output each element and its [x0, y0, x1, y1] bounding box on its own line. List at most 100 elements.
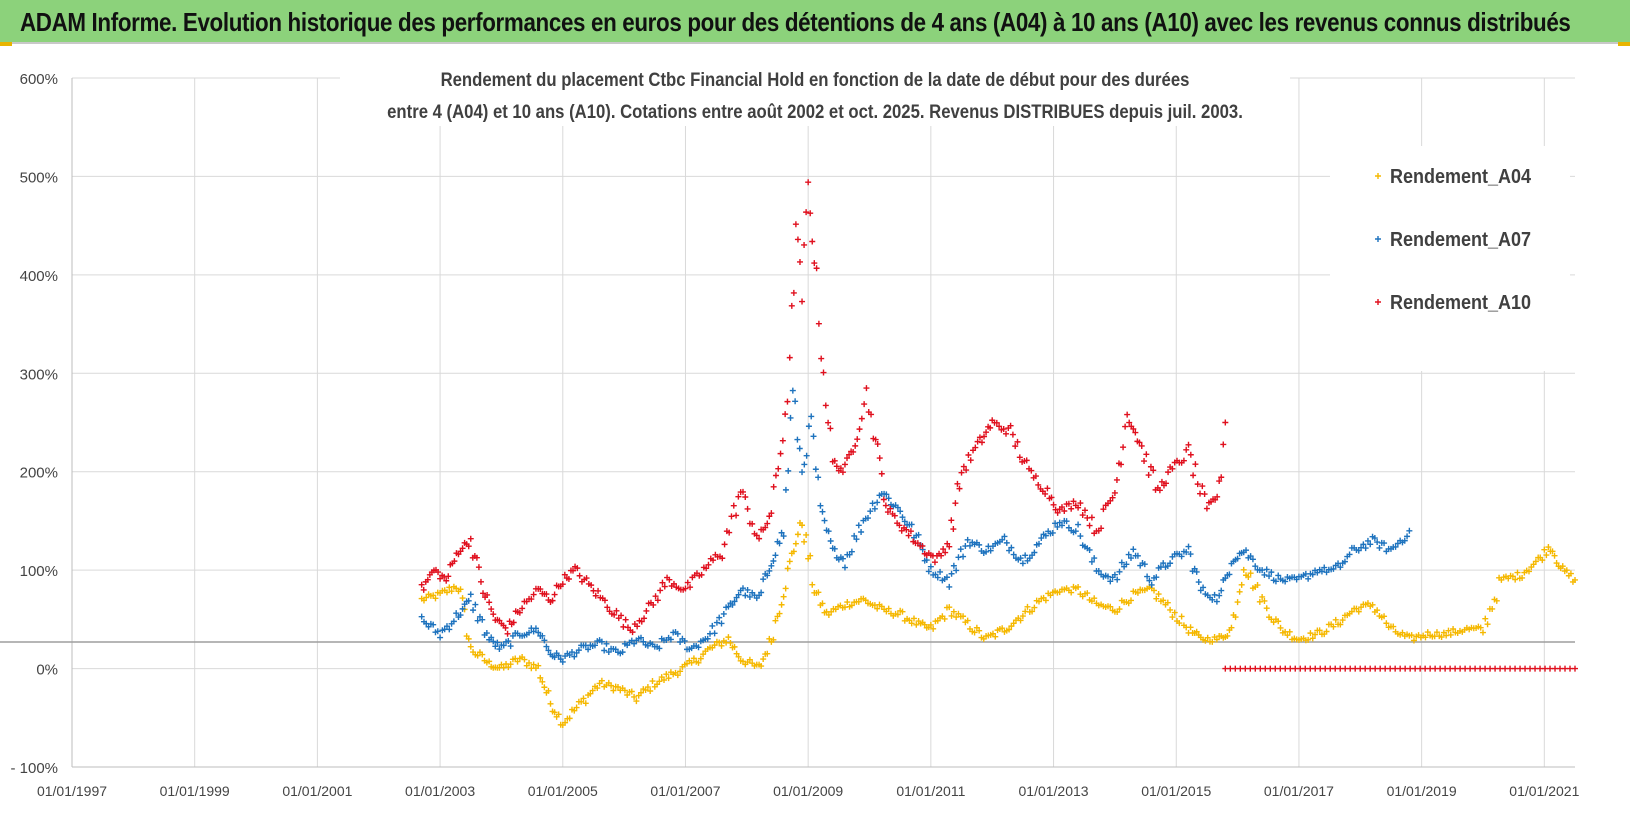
data-point-a04 [423, 594, 430, 601]
data-point-a07 [768, 562, 775, 569]
data-point-a07 [817, 502, 824, 509]
data-point-a07 [787, 414, 794, 421]
data-point-a07 [505, 638, 512, 645]
data-point-a04 [941, 615, 948, 622]
data-point-a10 [1070, 498, 1077, 505]
data-point-a07 [1130, 546, 1137, 553]
data-point-a04 [1019, 613, 1026, 620]
data-point-a04 [772, 617, 779, 624]
data-point-a10 [1163, 480, 1170, 487]
data-point-a04 [960, 613, 967, 620]
data-point-a04 [746, 656, 753, 663]
data-point-a07 [1116, 568, 1123, 575]
data-point-a07 [568, 649, 575, 656]
data-point-a07 [1243, 547, 1250, 554]
data-point-a04 [1514, 569, 1521, 576]
data-point-a04 [1134, 589, 1141, 596]
data-point-a04 [1169, 614, 1176, 621]
data-point-a10 [952, 500, 959, 507]
data-point-a07 [494, 639, 501, 646]
data-point-a04 [631, 693, 638, 700]
data-point-a04 [1551, 552, 1558, 559]
data-point-a04 [921, 621, 928, 628]
data-point-a10 [1077, 500, 1084, 507]
data-point-a10 [424, 576, 431, 583]
data-point-a04 [1024, 603, 1031, 610]
legend-label: Rendement_A10 [1390, 292, 1531, 314]
data-point-a10 [420, 586, 427, 593]
data-point-a10 [666, 576, 673, 583]
data-point-a07 [492, 643, 499, 650]
data-point-a10 [1118, 461, 1125, 468]
data-point-a10 [1081, 507, 1088, 514]
data-point-a07 [1337, 564, 1344, 571]
data-point-a07 [459, 605, 466, 612]
data-point-a10 [896, 522, 903, 529]
data-point-end [1222, 419, 1229, 426]
data-point-a10 [583, 575, 590, 582]
data-point-a07 [434, 628, 441, 635]
data-point-a07 [744, 586, 751, 593]
data-point-a10 [963, 467, 970, 474]
x-tick-label: 01/01/2021 [1509, 783, 1579, 799]
data-point-a07 [474, 617, 481, 624]
data-point-a04 [1286, 628, 1293, 635]
data-point-a07 [782, 486, 789, 493]
data-point-a07 [841, 564, 848, 571]
data-point-a07 [605, 649, 612, 656]
data-point-a04 [1489, 605, 1496, 612]
data-point-a04 [899, 608, 906, 615]
data-point-a04 [1164, 599, 1171, 606]
data-point-a07 [539, 632, 546, 639]
data-point-a04 [1277, 624, 1284, 631]
data-point-a04 [1309, 635, 1316, 642]
data-point-a07 [677, 639, 684, 646]
data-point-a04 [766, 635, 773, 642]
data-point-a04 [589, 687, 596, 694]
data-point-a04 [688, 659, 695, 666]
data-point-a07 [937, 568, 944, 575]
data-point-a07 [803, 452, 810, 459]
data-point-a10 [841, 461, 848, 468]
data-point-a04 [1525, 568, 1532, 575]
data-point-a07 [932, 571, 939, 578]
data-point-a10 [777, 450, 784, 457]
data-point-a07 [943, 574, 950, 581]
data-point-a10 [981, 433, 988, 440]
data-point-a07 [1088, 558, 1095, 565]
data-point-a04 [486, 658, 493, 665]
data-point-a10 [1098, 525, 1105, 532]
data-point-a07 [1091, 555, 1098, 562]
data-point-end [1572, 665, 1578, 672]
data-point-a04 [1408, 632, 1415, 639]
data-point-a07 [827, 538, 834, 545]
data-point-a04 [964, 617, 971, 624]
data-point-a07 [1364, 537, 1371, 544]
data-point-a07 [681, 637, 688, 644]
data-point-a10 [1044, 485, 1051, 492]
data-point-a04 [555, 711, 562, 718]
data-point-a04 [642, 687, 649, 694]
data-point-a07 [812, 466, 819, 473]
data-point-a10 [811, 260, 818, 267]
data-point-a04 [794, 531, 801, 538]
x-tick-label: 01/01/2015 [1141, 783, 1211, 799]
data-point-a10 [657, 587, 664, 594]
data-point-a10 [510, 619, 517, 626]
data-point-a07 [758, 589, 765, 596]
data-point-a10 [891, 512, 898, 519]
legend-label: Rendement_A04 [1390, 166, 1531, 188]
data-point-a10 [488, 606, 495, 613]
data-point-a07 [801, 461, 808, 468]
data-point-a10 [1317, 665, 1324, 672]
data-point-a04 [799, 522, 806, 529]
data-point-a04 [776, 610, 783, 617]
data-point-a10 [1194, 481, 1201, 488]
data-point-a04 [479, 651, 486, 658]
y-tick-label: 100% [20, 563, 58, 580]
data-point-a04 [971, 629, 978, 636]
data-point-a10 [960, 463, 967, 470]
data-point-a07 [1268, 569, 1275, 576]
data-point-a07 [1160, 560, 1167, 567]
data-point-a04 [1512, 576, 1519, 583]
